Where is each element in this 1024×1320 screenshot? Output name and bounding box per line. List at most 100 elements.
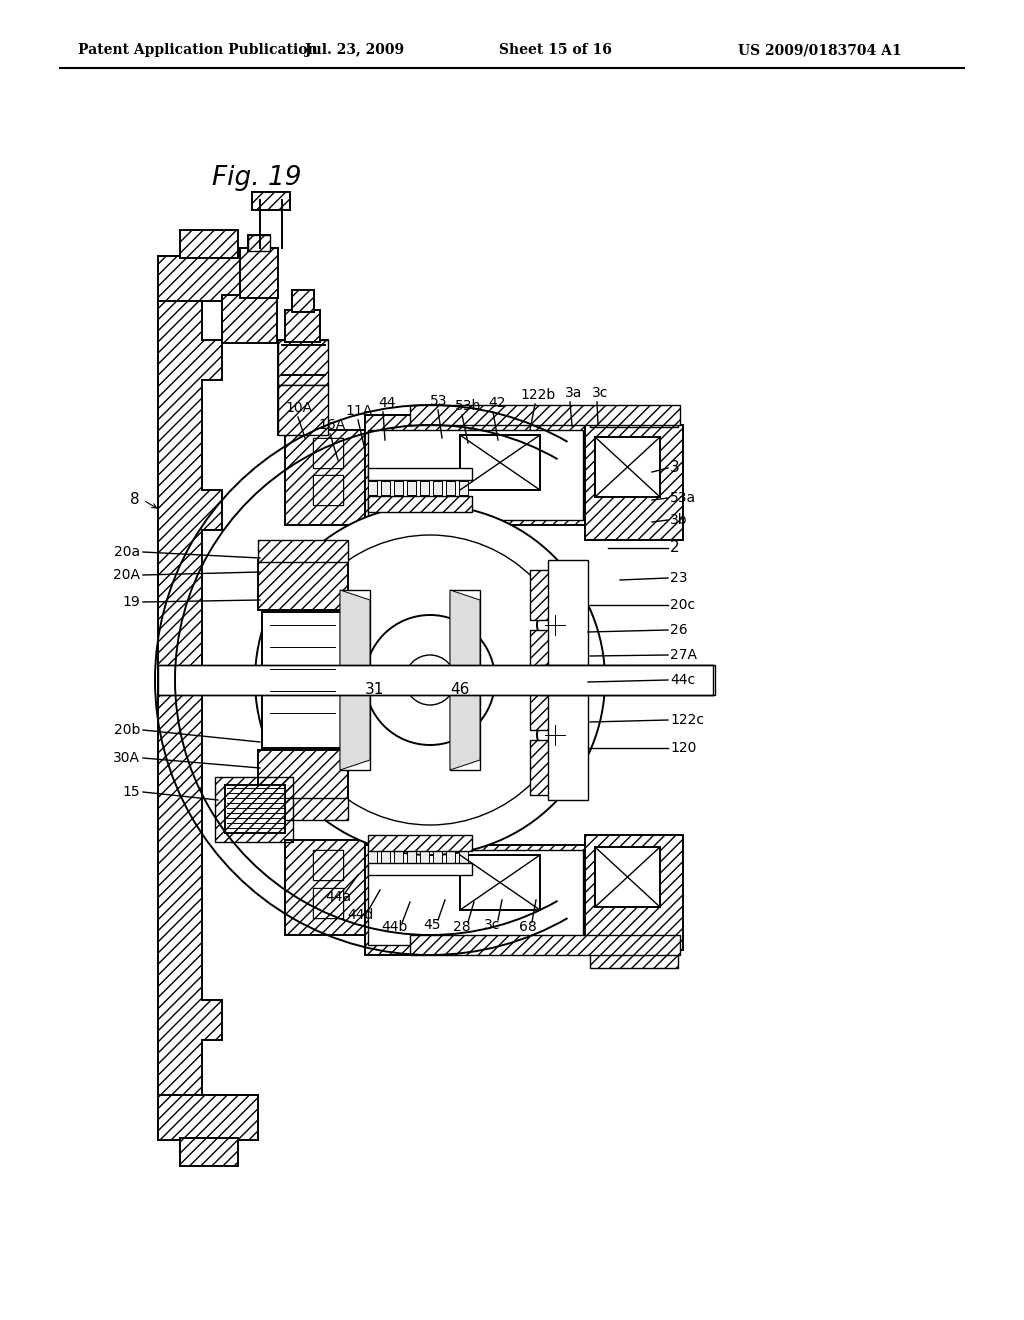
Polygon shape: [410, 935, 680, 954]
Bar: [313, 850, 343, 880]
Polygon shape: [410, 405, 680, 425]
Text: 120: 120: [670, 741, 696, 755]
Text: 27A: 27A: [670, 648, 697, 663]
Bar: [215, 777, 293, 842]
Circle shape: [537, 717, 573, 752]
Text: 28: 28: [454, 920, 471, 935]
Bar: [313, 475, 343, 506]
Circle shape: [406, 655, 455, 705]
Circle shape: [255, 506, 605, 855]
Bar: [368, 863, 472, 875]
Bar: [365, 845, 585, 954]
Text: 20b: 20b: [114, 723, 140, 737]
Bar: [394, 480, 403, 495]
Text: 30A: 30A: [113, 751, 140, 766]
Bar: [313, 438, 343, 469]
Bar: [258, 540, 348, 562]
Text: 19: 19: [122, 595, 140, 609]
Bar: [368, 496, 472, 512]
Text: Patent Application Publication: Patent Application Publication: [78, 44, 317, 57]
Bar: [540, 665, 715, 696]
Text: 122b: 122b: [520, 388, 555, 403]
Text: 16A: 16A: [318, 418, 345, 432]
Bar: [222, 294, 278, 343]
Bar: [446, 480, 455, 495]
Bar: [460, 855, 540, 909]
Text: 11A: 11A: [345, 404, 373, 418]
Text: 44a: 44a: [325, 890, 351, 904]
Text: 44c: 44c: [670, 673, 695, 686]
Text: 3a: 3a: [565, 385, 583, 400]
Bar: [258, 750, 348, 800]
Bar: [407, 480, 416, 495]
Text: 23: 23: [670, 572, 687, 585]
Bar: [180, 1138, 238, 1166]
Bar: [285, 840, 365, 935]
Text: Jul. 23, 2009: Jul. 23, 2009: [305, 44, 404, 57]
Text: 44d: 44d: [347, 908, 373, 921]
Text: 3c: 3c: [483, 917, 500, 932]
Bar: [368, 430, 583, 520]
Text: 42: 42: [488, 396, 506, 411]
Polygon shape: [340, 590, 370, 770]
Text: Fig. 19: Fig. 19: [212, 165, 301, 191]
Bar: [585, 425, 683, 540]
Bar: [252, 191, 290, 210]
Bar: [446, 850, 455, 865]
Bar: [381, 850, 390, 865]
Text: 2: 2: [670, 540, 680, 556]
Bar: [433, 850, 442, 865]
Bar: [459, 850, 468, 865]
Text: 10A: 10A: [285, 401, 312, 414]
Bar: [530, 630, 585, 680]
Bar: [313, 475, 343, 506]
Text: 26: 26: [670, 623, 688, 638]
Text: 3: 3: [670, 461, 680, 475]
Bar: [407, 850, 416, 865]
Bar: [420, 850, 429, 865]
Bar: [158, 256, 258, 301]
Text: US 2009/0183704 A1: US 2009/0183704 A1: [738, 44, 902, 57]
Bar: [459, 480, 468, 495]
Bar: [460, 436, 540, 490]
Bar: [313, 888, 343, 917]
Bar: [225, 785, 285, 833]
Text: 53b: 53b: [455, 399, 481, 413]
Text: 53: 53: [430, 393, 447, 408]
Bar: [420, 480, 429, 495]
Polygon shape: [450, 590, 480, 770]
Polygon shape: [158, 300, 222, 1096]
Text: 20a: 20a: [114, 545, 140, 558]
Bar: [240, 248, 278, 298]
Bar: [368, 850, 377, 865]
Text: 20c: 20c: [670, 598, 695, 612]
Bar: [313, 850, 343, 880]
Text: 68: 68: [519, 920, 537, 935]
Bar: [590, 948, 678, 968]
Text: 122c: 122c: [670, 713, 705, 727]
Bar: [292, 290, 314, 312]
Text: 44b: 44b: [382, 920, 409, 935]
Text: 31: 31: [366, 682, 385, 697]
Text: 8: 8: [130, 492, 140, 507]
Bar: [368, 850, 583, 945]
Text: 3c: 3c: [592, 385, 608, 400]
Bar: [248, 235, 270, 251]
Bar: [530, 685, 585, 730]
Bar: [180, 230, 238, 257]
Bar: [585, 836, 683, 950]
Circle shape: [365, 615, 495, 744]
Bar: [258, 560, 348, 610]
Bar: [258, 799, 348, 820]
Bar: [595, 847, 660, 907]
Bar: [313, 438, 343, 469]
Text: 53a: 53a: [670, 491, 696, 506]
Bar: [548, 560, 588, 800]
Bar: [262, 612, 344, 748]
Text: Sheet 15 of 16: Sheet 15 of 16: [499, 44, 611, 57]
Text: 20A: 20A: [113, 568, 140, 582]
Bar: [450, 590, 480, 770]
Bar: [285, 310, 319, 342]
Bar: [313, 888, 343, 917]
Bar: [394, 850, 403, 865]
